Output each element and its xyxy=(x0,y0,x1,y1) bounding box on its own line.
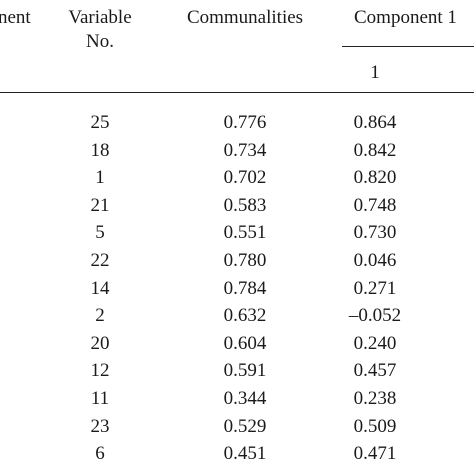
component-1-cell: 0.238 xyxy=(353,388,397,409)
factor-header-fragment: nent xyxy=(0,7,31,28)
component-1-cell: 0.864 xyxy=(353,112,397,133)
component-1-cell: 0.842 xyxy=(353,139,397,161)
variable-cell: 25 xyxy=(90,112,110,133)
component-spanner-rule xyxy=(342,46,474,47)
communality-cell: 0.784 xyxy=(223,277,267,299)
component-1-cell: 0.509 xyxy=(353,415,397,437)
variable-cell: 11 xyxy=(90,388,110,409)
component-1-cell: 0.730 xyxy=(353,222,397,244)
component-1-cell: 0.240 xyxy=(353,332,397,354)
communality-cell: 0.734 xyxy=(223,139,267,161)
communality-cell: 0.780 xyxy=(223,250,267,271)
component-header: Component 1 xyxy=(354,7,457,28)
variable-cell: 6 xyxy=(95,443,105,465)
communality-cell: 0.776 xyxy=(223,112,267,133)
variable-cell: 21 xyxy=(90,194,110,216)
component-1-cell: –0.052 xyxy=(348,305,402,327)
variable-cell: 20 xyxy=(90,332,110,354)
header-bottom-rule xyxy=(0,92,474,93)
variable-cell: 1 xyxy=(95,167,105,189)
variable-cell: 14 xyxy=(90,277,110,299)
variable-cell: 5 xyxy=(95,222,105,244)
communality-cell: 0.583 xyxy=(223,194,267,216)
component-1-cell: 0.471 xyxy=(353,443,397,465)
communality-cell: 0.702 xyxy=(223,167,267,189)
variable-cell: 12 xyxy=(90,360,110,382)
component-1-cell: 0.820 xyxy=(353,167,397,189)
variable-cell: 2 xyxy=(95,305,105,327)
communality-cell: 0.604 xyxy=(223,332,267,354)
communality-cell: 0.451 xyxy=(223,443,267,465)
variable-no-header: Variable No. xyxy=(52,8,148,51)
variable-cell: 18 xyxy=(90,139,110,161)
variable-cell: 22 xyxy=(90,250,110,271)
component-1-cell: 0.271 xyxy=(353,277,397,299)
component-1-cell: 0.457 xyxy=(353,360,397,382)
variable-no-header-line2: No. xyxy=(86,31,114,52)
variable-cell: 23 xyxy=(90,415,110,437)
communality-cell: 0.632 xyxy=(223,305,267,327)
variable-no-header-line1: Variable xyxy=(68,7,132,28)
communality-cell: 0.551 xyxy=(223,222,267,244)
communality-cell: 0.529 xyxy=(223,415,267,437)
component-1-cell: 0.046 xyxy=(353,250,397,271)
communality-cell: 0.591 xyxy=(223,360,267,382)
communalities-header: Communalities xyxy=(186,7,304,28)
component-1-subheader: 1 xyxy=(370,62,380,83)
component-1-cell: 0.748 xyxy=(353,194,397,216)
communality-cell: 0.344 xyxy=(223,388,267,409)
